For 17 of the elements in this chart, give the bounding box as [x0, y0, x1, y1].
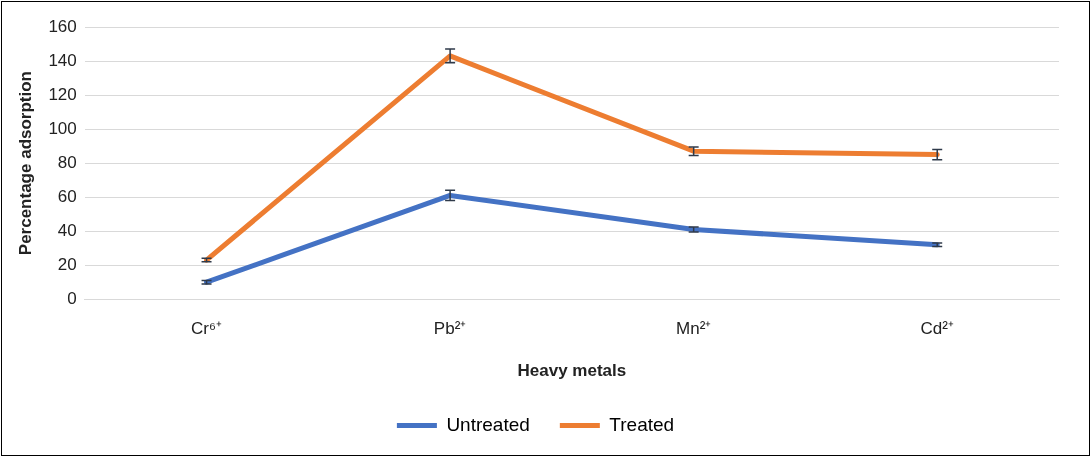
x-tick-label: Cd²⁺ [920, 319, 954, 339]
x-tick-label: Mn²⁺ [676, 319, 712, 339]
y-tick-label: 80 [57, 152, 77, 172]
y-tick-label: 0 [67, 288, 77, 308]
y-tick-label: 40 [57, 220, 77, 240]
y-tick-label: 100 [48, 118, 77, 138]
x-tick-label: Cr⁶⁺ [191, 319, 223, 339]
y-tick-label: 120 [48, 84, 77, 104]
y-tick-label: 60 [57, 186, 77, 206]
y-tick-label: 140 [48, 50, 77, 70]
x-tick-label: Pb²⁺ [433, 319, 467, 339]
y-tick-label: 20 [57, 254, 77, 274]
y-tick-label: 160 [48, 16, 77, 36]
x-axis-title: Heavy metals [517, 361, 627, 381]
legend-label: Untreated [446, 413, 530, 435]
legend-label: Treated [609, 413, 675, 435]
y-axis-title: Percentage adsorption [15, 70, 35, 256]
